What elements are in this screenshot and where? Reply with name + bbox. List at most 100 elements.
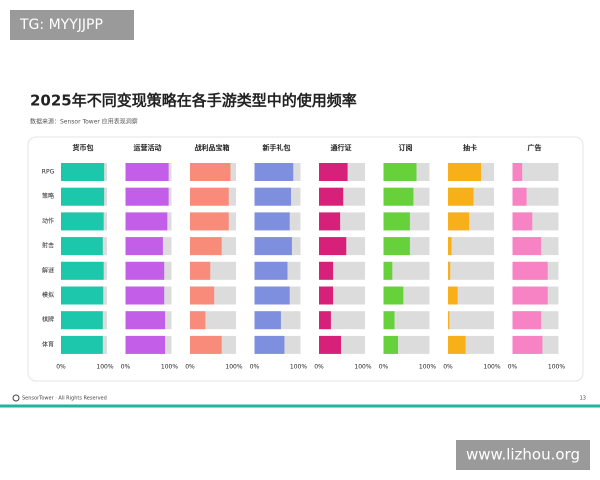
bar-track [448, 311, 494, 330]
x-tick-label: 100% [161, 364, 178, 371]
bar [254, 335, 285, 354]
x-tick-label: 100% [419, 364, 436, 371]
x-tick-label: 100% [483, 364, 500, 371]
bar [61, 311, 103, 330]
bar [448, 237, 452, 256]
panel-title: 新手礼包 [263, 143, 291, 152]
x-tick-label: 0% [379, 364, 389, 371]
bar [61, 212, 104, 231]
page-number: 13 [580, 396, 586, 402]
bar [512, 163, 523, 181]
category-label: RPG [42, 169, 55, 176]
bar-track [448, 286, 494, 305]
x-tick-label: 100% [548, 364, 565, 371]
panel-title: 运营活动 [134, 143, 162, 152]
x-tick-label: 100% [96, 364, 113, 371]
watermark: TG: MYYJJPP [19, 17, 103, 33]
bar [512, 261, 548, 280]
bar [61, 286, 104, 305]
bar [254, 237, 292, 256]
bar [254, 286, 290, 305]
bar [383, 335, 399, 354]
bar [190, 311, 206, 330]
bar [254, 163, 294, 181]
bar [448, 335, 466, 354]
bar [319, 237, 347, 256]
category-label: 射击 [42, 242, 54, 250]
bar [61, 163, 105, 181]
bar [254, 311, 281, 330]
bar [319, 212, 341, 231]
bar [254, 187, 292, 206]
category-label: 体育 [42, 340, 54, 348]
bar [190, 286, 215, 305]
bar [125, 237, 163, 256]
bar [383, 187, 414, 206]
bar-track [448, 261, 494, 280]
bar [190, 335, 222, 354]
panel-title: 通行证 [331, 143, 352, 152]
bar [190, 261, 211, 280]
bar [319, 163, 348, 181]
chart-title: 2025年不同变现策略在各手游类型中的使用频率 [30, 92, 357, 110]
bar [190, 163, 231, 181]
x-tick-label: 0% [250, 364, 260, 371]
x-tick-label: 0% [443, 364, 453, 371]
x-tick-label: 100% [290, 364, 307, 371]
panel-title: 战利品宝箱 [195, 143, 230, 152]
bar [448, 311, 450, 330]
bar [448, 212, 470, 231]
bar [512, 311, 542, 330]
card [27, 136, 584, 382]
bar [512, 187, 527, 206]
watermark-box [456, 440, 590, 470]
x-tick-label: 0% [121, 364, 131, 371]
panel-title: 抽卡 [463, 143, 477, 152]
bar [190, 187, 229, 206]
bar [125, 311, 166, 330]
x-tick-label: 100% [354, 364, 371, 371]
bar [319, 311, 331, 330]
bar [319, 187, 344, 206]
x-tick-label: 100% [225, 364, 242, 371]
x-tick-label: 0% [56, 364, 66, 371]
watermark-box [10, 10, 134, 40]
bar-track [383, 261, 430, 280]
bar [448, 163, 481, 181]
footer-text: SensorTower · All Rights Reserved [22, 396, 107, 402]
bar [448, 261, 451, 280]
bar [383, 261, 393, 280]
category-label: 策略 [42, 192, 54, 200]
panel-title: 货币包 [72, 143, 94, 152]
bar [448, 187, 474, 206]
category-label: 棋牌 [42, 316, 54, 324]
watermark: www.lizhou.org [466, 446, 580, 464]
x-tick-label: 0% [314, 364, 324, 371]
bar [512, 212, 533, 231]
bar [448, 286, 458, 305]
bar [512, 286, 548, 305]
bar [190, 212, 229, 231]
bar [61, 261, 104, 280]
x-tick-label: 0% [508, 364, 518, 371]
bar [254, 212, 290, 231]
bar [319, 335, 341, 354]
bar [61, 187, 105, 206]
bar-track [512, 163, 559, 181]
bar [254, 261, 288, 280]
bar [383, 286, 404, 305]
logo [12, 394, 20, 402]
bar [125, 187, 169, 206]
bar [125, 286, 165, 305]
bar [383, 163, 417, 181]
bar-track [383, 311, 430, 330]
bar [512, 237, 542, 256]
bar [125, 261, 165, 280]
bar [383, 311, 395, 330]
bar [512, 335, 543, 354]
bar [383, 212, 410, 231]
bar [383, 237, 410, 256]
bar [319, 261, 334, 280]
bar [61, 335, 103, 354]
